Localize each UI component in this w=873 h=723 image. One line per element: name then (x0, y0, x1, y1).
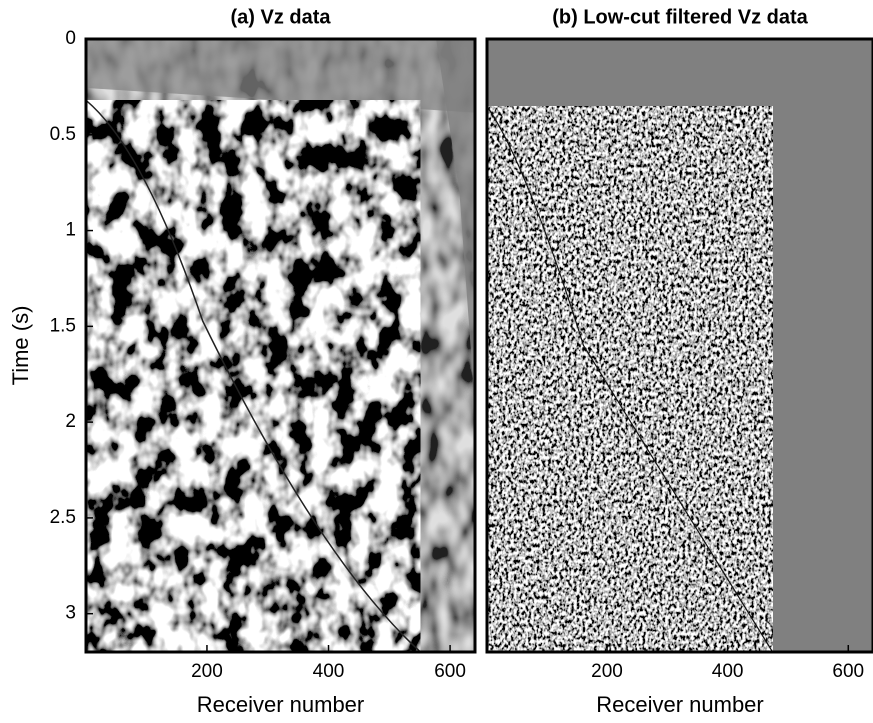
y-tick-label: 1.5 (50, 315, 76, 336)
x-tick-label: 200 (191, 661, 223, 682)
y-axis-label: Time (s) (8, 306, 33, 386)
y-tick-label: 2 (65, 411, 76, 432)
x-axis-label: Receiver number (197, 692, 365, 717)
x-tick-label: 600 (434, 661, 466, 682)
noise-lower (487, 106, 773, 652)
noise-lower (86, 100, 421, 652)
axes-frame (84, 37, 477, 654)
x-tick-label: 400 (712, 661, 744, 682)
seismic-image (487, 39, 873, 652)
first-arrival (86, 99, 422, 652)
x-tick-label: 600 (832, 661, 864, 682)
first-arrival (487, 106, 774, 652)
panel-title: (b) Low-cut filtered Vz data (552, 6, 808, 28)
seismic-image (86, 39, 475, 652)
axes-frame (485, 37, 873, 654)
x-tick-label: 400 (313, 661, 345, 682)
y-tick-label: 1 (65, 220, 76, 241)
noise-fade (86, 39, 475, 113)
x-axis-label: Receiver number (596, 692, 764, 717)
panel-title: (a) Vz data (230, 6, 331, 28)
y-tick-label: 3 (65, 603, 76, 624)
y-tick-label: 0.5 (50, 124, 76, 145)
y-tick-label: 0 (65, 28, 76, 49)
x-tick-label: 200 (591, 661, 623, 682)
right-fade (436, 39, 475, 407)
y-tick-label: 2.5 (50, 507, 76, 528)
